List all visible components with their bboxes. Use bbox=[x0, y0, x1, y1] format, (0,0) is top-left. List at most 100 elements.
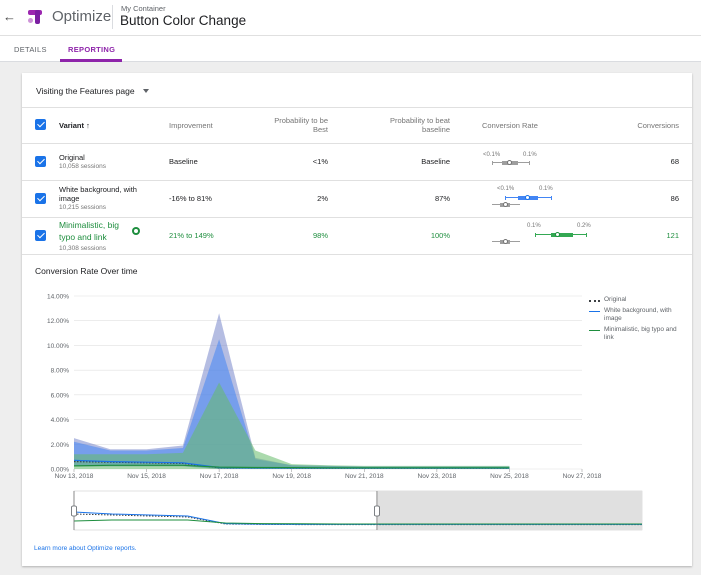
legend-item-minimalistic[interactable]: Minimalistic, big typo and link bbox=[604, 326, 677, 341]
conversion-rate-chart: 0.00% 2.00% 4.00% 6.00% 8.00% 10.00% 12.00% 14.… bbox=[47, 294, 602, 481]
app-name: Optimize bbox=[52, 8, 112, 25]
conversions-value: 121 bbox=[666, 231, 679, 240]
ci-cap bbox=[551, 195, 552, 200]
y-tick-label: 10.00% bbox=[47, 343, 69, 350]
objective-dropdown[interactable]: Visiting the Features page bbox=[36, 86, 135, 96]
improvement-value: 21% to 149% bbox=[169, 231, 214, 240]
ci-cap bbox=[529, 160, 530, 165]
variant-sessions: 10,308 sessions bbox=[59, 245, 106, 252]
x-tick-label: Nov 15, 2018 bbox=[127, 473, 166, 480]
top-app-bar: ← Optimize My Container Button Color Cha… bbox=[0, 0, 701, 35]
ci-bar bbox=[492, 160, 530, 165]
conversions-value: 86 bbox=[670, 194, 679, 203]
prob-beat-value: 100% bbox=[430, 231, 450, 240]
x-tick-label: Nov 23, 2018 bbox=[418, 473, 457, 480]
variant-name: Original bbox=[59, 153, 85, 162]
ci-median-dot bbox=[507, 160, 512, 165]
tab-bar: DETAILS REPORTING bbox=[0, 35, 701, 62]
col-variant[interactable]: Variant ↑ bbox=[59, 121, 90, 130]
legend-swatch-minimalistic bbox=[589, 330, 600, 331]
col-prob-best: Probability to be Best bbox=[274, 116, 328, 134]
conversions-value: 68 bbox=[670, 157, 679, 166]
y-tick-label: 6.00% bbox=[51, 392, 70, 399]
prob-beat-value: Baseline bbox=[421, 157, 450, 166]
variant-sessions: 10,215 sessions bbox=[59, 204, 106, 211]
y-tick-label: 0.00% bbox=[51, 467, 70, 474]
navigator-series-3 bbox=[73, 519, 642, 525]
variant-sessions: 10,058 sessions bbox=[59, 163, 106, 170]
divider bbox=[22, 217, 692, 218]
optimize-logo-icon bbox=[28, 10, 42, 24]
confidence-band-3 bbox=[74, 382, 510, 469]
time-range-navigator[interactable] bbox=[22, 488, 692, 533]
legend-swatch-original bbox=[589, 300, 600, 302]
y-tick-label: 4.00% bbox=[51, 417, 70, 424]
ci-median-dot bbox=[555, 232, 560, 237]
active-tab-indicator bbox=[60, 59, 122, 62]
ci-cap bbox=[586, 232, 587, 237]
ci-cap bbox=[492, 160, 493, 165]
navigator-left-handle[interactable] bbox=[71, 505, 77, 517]
variant-checkbox[interactable] bbox=[35, 230, 46, 241]
prob-best-value: <1% bbox=[312, 157, 328, 166]
ci-high-label: 0.1% bbox=[523, 152, 537, 158]
x-tick-label: Nov 21, 2018 bbox=[345, 473, 384, 480]
ci-bar bbox=[505, 195, 552, 200]
tab-details[interactable]: DETAILS bbox=[14, 45, 47, 54]
improvement-value: Baseline bbox=[169, 157, 198, 166]
col-conversions: Conversions bbox=[637, 121, 679, 130]
variant-checkbox[interactable] bbox=[35, 156, 46, 167]
improvement-value: -16% to 81% bbox=[169, 194, 212, 203]
container-breadcrumb[interactable]: My Container bbox=[121, 4, 166, 13]
divider bbox=[22, 180, 692, 181]
col-variant-label: Variant bbox=[59, 121, 85, 130]
y-tick-label: 8.00% bbox=[51, 368, 70, 375]
confidence-band-1 bbox=[74, 313, 510, 469]
ci-high-label: 0.2% bbox=[577, 223, 591, 229]
variant-name: White background, with image bbox=[59, 185, 137, 203]
legend-item-original[interactable]: Original bbox=[604, 296, 627, 303]
x-tick-label: Nov 25, 2018 bbox=[490, 473, 529, 480]
tab-reporting[interactable]: REPORTING bbox=[68, 45, 116, 54]
ci-median-dot bbox=[525, 195, 530, 200]
x-tick-label: Nov 27, 2018 bbox=[563, 473, 602, 480]
prob-best-value: 98% bbox=[312, 231, 328, 240]
variant-checkbox[interactable] bbox=[35, 193, 46, 204]
divider bbox=[22, 107, 692, 108]
ci-median-dot bbox=[503, 202, 508, 207]
leader-badge-icon bbox=[132, 227, 140, 235]
ci-low-label: <0.1% bbox=[497, 186, 515, 192]
navigator-right-handle[interactable] bbox=[374, 505, 380, 517]
select-all-checkbox[interactable] bbox=[35, 119, 46, 130]
dropdown-arrow-icon[interactable] bbox=[143, 89, 149, 93]
y-tick-label: 2.00% bbox=[51, 442, 70, 449]
ci-bar bbox=[535, 232, 587, 237]
x-tick-label: Nov 17, 2018 bbox=[200, 473, 239, 480]
sort-arrow-icon: ↑ bbox=[86, 121, 90, 130]
x-tick-label: Nov 13, 2018 bbox=[55, 473, 94, 480]
prob-beat-value: 87% bbox=[434, 194, 450, 203]
ci-cap bbox=[505, 195, 506, 200]
col-improvement: Improvement bbox=[169, 121, 213, 130]
header-divider bbox=[112, 5, 113, 29]
series-line-3 bbox=[73, 464, 510, 469]
x-tick-label: Nov 19, 2018 bbox=[272, 473, 311, 480]
ci-low-label: 0.1% bbox=[527, 223, 541, 229]
col-conversion-rate: Conversion Rate bbox=[482, 121, 538, 130]
y-tick-label: 14.00% bbox=[47, 294, 69, 301]
variant-name-leader: Minimalistic, big typo and link bbox=[59, 220, 119, 242]
y-tick-label: 12.00% bbox=[47, 318, 69, 325]
ci-median-dot bbox=[503, 239, 508, 244]
back-arrow-icon[interactable]: ← bbox=[3, 9, 16, 24]
ci-cap bbox=[535, 232, 536, 237]
legend-item-white-background[interactable]: White background, with image bbox=[604, 307, 672, 322]
col-prob-beat: Probability to beat baseline bbox=[389, 116, 450, 134]
prob-best-value: 2% bbox=[317, 194, 328, 203]
divider bbox=[22, 254, 692, 255]
ci-box bbox=[551, 232, 573, 237]
page-title: Button Color Change bbox=[120, 13, 247, 28]
legend-swatch-white-background bbox=[589, 311, 600, 312]
ci-low-label: <0.1% bbox=[483, 152, 501, 158]
learn-more-link[interactable]: Learn more about Optimize reports. bbox=[34, 545, 137, 552]
ci-high-label: 0.1% bbox=[539, 186, 553, 192]
